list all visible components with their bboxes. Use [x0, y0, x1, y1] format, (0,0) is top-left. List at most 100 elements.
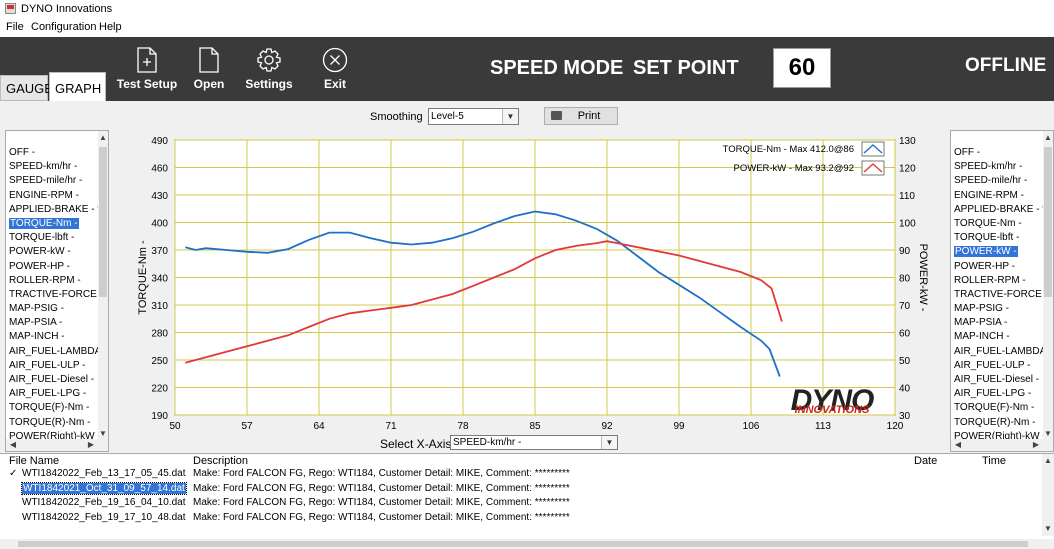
time-header[interactable]: Time — [982, 455, 1007, 467]
right_list-item[interactable]: SPEED-km/hr - — [954, 160, 1053, 174]
file-name-header[interactable]: File Name — [9, 455, 60, 467]
horizontal-scrollbar[interactable] — [0, 539, 1054, 549]
vertical-scrollbar[interactable]: ▲ ▼ — [1043, 131, 1053, 439]
right_list-item[interactable]: ROLLER-RPM - — [954, 274, 1053, 288]
file-description: Make: Ford FALCON FG, Rego: WTI184, Cust… — [193, 497, 570, 508]
file-row[interactable]: WTI1842022_Feb_19_16_04_10.dat Make: Ford… — [0, 497, 1040, 511]
scroll-left-icon[interactable]: ◀ — [9, 440, 17, 449]
x-axis-value: SPEED-km/hr - — [453, 437, 522, 448]
file-row[interactable]: ✓ WTI1842022_Feb_13_17_05_45.dat Make: For… — [0, 468, 1040, 482]
left_list-item[interactable]: TORQUE(R)-Nm - — [9, 416, 108, 430]
file-row[interactable]: WTI1842022_Feb_19_17_10_48.dat Make: Ford… — [0, 512, 1040, 526]
left_list-item[interactable]: OFF - — [9, 146, 108, 160]
scroll-down-icon[interactable]: ▼ — [99, 429, 107, 438]
left_list-item[interactable]: ROLLER-RPM - — [9, 274, 108, 288]
scroll-up-icon[interactable]: ▲ — [99, 133, 107, 142]
left_list-item[interactable]: TRACTIVE-FORCE - N — [9, 288, 108, 302]
x-tick-label: 120 — [887, 421, 904, 432]
menu-help[interactable]: Help — [99, 21, 122, 33]
date-header[interactable]: Date — [914, 455, 938, 467]
scroll-thumb[interactable] — [1044, 147, 1052, 297]
file-name-text: WTI1842021_Oct_31_09_57_14.dat — [21, 481, 187, 495]
smoothing-select[interactable]: Level-5 ▼ — [428, 108, 519, 125]
right_list-item[interactable]: TORQUE-lbft - — [954, 231, 1053, 245]
scroll-thumb[interactable] — [99, 147, 107, 297]
right_list-item[interactable]: AIR_FUEL-LPG - — [954, 387, 1053, 401]
scroll-up-icon[interactable]: ▲ — [1044, 133, 1052, 142]
scroll-down-icon[interactable]: ▼ — [1044, 429, 1052, 438]
right_list-item-label: TRACTIVE-FORCE - N — [954, 288, 1054, 300]
y2-tick-label: 120 — [899, 164, 916, 175]
scroll-thumb[interactable] — [18, 541, 1028, 547]
left_list-item-label: TORQUE-Nm - — [9, 217, 79, 229]
left_list-item[interactable]: MAP-PSIA - — [9, 316, 108, 330]
left_list-item[interactable]: AIR_FUEL-LAMBDA - — [9, 345, 108, 359]
left_list-item[interactable]: ENGINE-RPM - — [9, 189, 108, 203]
left_list-item[interactable]: SPEED-km/hr - — [9, 160, 108, 174]
scroll-right-icon[interactable]: ▶ — [1032, 440, 1040, 449]
legend-label: POWER-kW - Max 93.2@92 — [734, 163, 855, 174]
tab-graph[interactable]: GRAPH — [49, 72, 106, 101]
left_list-item[interactable]: AIR_FUEL-ULP - — [9, 359, 108, 373]
file-row[interactable]: WTI1842021_Oct_31_09_57_14.dat Make: Ford… — [0, 481, 1040, 497]
right_list-item[interactable]: ENGINE-RPM - — [954, 189, 1053, 203]
set-point-value[interactable]: 60 — [773, 48, 831, 88]
description-header[interactable]: Description — [193, 455, 249, 467]
scroll-right-icon[interactable]: ▶ — [87, 440, 95, 449]
left_list-item[interactable]: TORQUE-lbft - — [9, 231, 108, 245]
right_list-item-label: APPLIED-BRAKE - % — [954, 203, 1052, 215]
right_list-item[interactable]: MAP-PSIA - — [954, 316, 1053, 330]
right_list-item[interactable]: POWER-HP - — [954, 260, 1053, 274]
left_list-item[interactable]: MAP-INCH - — [9, 330, 108, 344]
file-description: Make: Ford FALCON FG, Rego: WTI184, Cust… — [193, 468, 570, 479]
right_list-item-label: MAP-INCH - — [954, 331, 1010, 343]
left-axis-list[interactable]: OFF - SPEED-km/hr - SPEED-mile/hr - ENGINE-… — [5, 130, 109, 452]
right_list-item[interactable]: TORQUE(F)-Nm - — [954, 401, 1053, 415]
open-button[interactable]: Open — [192, 47, 226, 91]
print-button[interactable]: Print — [544, 107, 618, 125]
series-line-power — [185, 240, 783, 364]
left_list-item[interactable]: MAP-PSIG - — [9, 302, 108, 316]
scroll-left-icon[interactable]: ◀ — [954, 440, 962, 449]
right_list-item[interactable]: TORQUE(R)-Nm - — [954, 416, 1053, 430]
right_list-item[interactable]: TORQUE-Nm - — [954, 217, 1053, 231]
right_list-item-label: POWER-kW - — [954, 246, 1018, 258]
left_list-item[interactable]: POWER(Right)-kW - — [9, 430, 108, 444]
horizontal-scrollbar[interactable]: ◀ ▶ — [951, 439, 1053, 451]
vertical-scrollbar[interactable]: ▲ ▼ — [98, 131, 108, 439]
settings-button[interactable]: Settings — [244, 47, 294, 91]
dyno-chart[interactable]: 190 220 250 280 310 340 370 400 430 460 490 50 57 64 7… — [110, 130, 940, 452]
horizontal-scrollbar[interactable]: ◀ ▶ — [6, 439, 108, 451]
left_list-item[interactable]: AIR_FUEL-LPG - — [9, 387, 108, 401]
left_list-item[interactable]: AIR_FUEL-Diesel - — [9, 373, 108, 387]
left_list-item[interactable]: APPLIED-BRAKE - % — [9, 203, 108, 217]
left_list-item[interactable]: TORQUE-Nm - — [9, 217, 108, 231]
right_list-item[interactable]: AIR_FUEL-ULP - — [954, 359, 1053, 373]
menu-file[interactable]: File — [6, 21, 24, 33]
right_list-item[interactable]: POWER-kW - — [954, 245, 1053, 259]
right_list-item[interactable]: AIR_FUEL-LAMBDA - — [954, 345, 1053, 359]
scroll-down-icon[interactable]: ▼ — [1044, 524, 1052, 533]
open-label: Open — [193, 77, 225, 91]
right_list-item[interactable]: AIR_FUEL-Diesel - — [954, 373, 1053, 387]
right_list-item[interactable]: SPEED-mile/hr - — [954, 174, 1053, 188]
left_list-item[interactable]: POWER-HP - — [9, 260, 108, 274]
right_list-item-label: SPEED-km/hr - — [954, 161, 1023, 173]
menu-configuration[interactable]: Configuration — [31, 21, 97, 33]
right_list-item[interactable]: TRACTIVE-FORCE - N — [954, 288, 1054, 302]
left_list-item[interactable]: SPEED-mile/hr - — [9, 174, 108, 188]
left_list-item[interactable]: POWER-kW - — [9, 245, 108, 259]
x-axis-select[interactable]: SPEED-km/hr - ▼ — [450, 435, 618, 450]
right_list-item[interactable]: APPLIED-BRAKE - % — [954, 203, 1053, 217]
right_list-item[interactable]: POWER(Right)-kW - — [954, 430, 1053, 444]
exit-button[interactable]: Exit — [321, 47, 349, 91]
scroll-up-icon[interactable]: ▲ — [1044, 456, 1052, 465]
right_list-item[interactable]: MAP-PSIG - — [954, 302, 1053, 316]
right_list-item[interactable]: OFF - — [954, 146, 1053, 160]
test-setup-button[interactable]: Test Setup — [116, 47, 178, 91]
tab-gauge[interactable]: GAUGE — [0, 75, 53, 101]
left_list-item[interactable]: TORQUE(F)-Nm - — [9, 401, 108, 415]
right_list-item[interactable]: MAP-INCH - — [954, 330, 1053, 344]
vertical-scrollbar[interactable]: ▲ ▼ — [1042, 454, 1054, 536]
right-axis-list[interactable]: OFF - SPEED-km/hr - SPEED-mile/hr - ENGINE-… — [950, 130, 1054, 452]
